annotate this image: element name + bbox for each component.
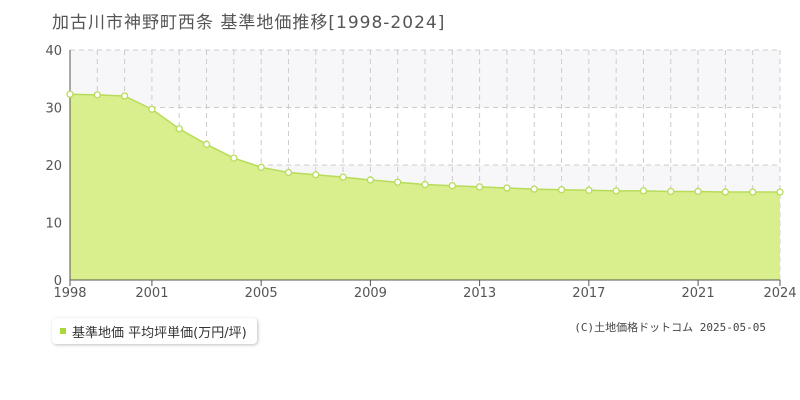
data-point [284, 168, 293, 177]
data-point [721, 188, 730, 196]
chart-title: 加古川市神野町西条 基準地価推移[1998-2024] [52, 13, 446, 33]
data-point [93, 91, 101, 99]
y-tick-label: 20 [45, 159, 62, 174]
data-point [694, 187, 702, 196]
data-point [394, 178, 402, 186]
data-point [639, 187, 648, 195]
chart-legend: 基準地価 平均坪単価(万円/坪) [52, 318, 257, 344]
data-point [202, 140, 211, 148]
data-point [339, 173, 347, 181]
data-point [557, 186, 566, 194]
x-tick-label: 1998 [53, 286, 86, 301]
data-point [448, 182, 456, 190]
y-tick-label: 40 [45, 44, 62, 59]
legend-swatch-icon [60, 328, 66, 334]
y-tick-label: 30 [45, 102, 62, 117]
x-tick-label: 2024 [763, 286, 796, 301]
x-tick-label: 2013 [463, 286, 496, 301]
x-tick-label: 2005 [245, 286, 278, 301]
data-point [503, 184, 511, 192]
data-point [776, 188, 784, 196]
data-point [749, 188, 757, 196]
data-point [257, 163, 265, 171]
chart-axes [69, 50, 781, 286]
data-point [148, 105, 156, 113]
x-tick-label: 2009 [354, 286, 387, 301]
y-tick-label: 10 [45, 217, 62, 232]
data-point [585, 186, 593, 194]
data-point [230, 154, 238, 162]
data-point [175, 125, 183, 133]
x-tick-label: 2021 [682, 286, 715, 301]
y-tick-label: 0 [54, 274, 62, 289]
x-tick-label: 2001 [135, 286, 168, 301]
data-point [475, 183, 484, 191]
copyright-text: (C)土地価格ドットコム 2025-05-05 [574, 321, 766, 334]
x-tick-label: 2017 [572, 286, 605, 301]
chart-data-points [66, 90, 784, 196]
legend-label: 基準地価 平均坪単価(万円/坪) [72, 325, 247, 341]
data-point [120, 92, 129, 100]
data-point [612, 187, 620, 195]
data-point [421, 180, 429, 189]
chart-tick-labels: 0 10 20 30 40 1998 2001 2005 2009 2013 2017 2021 202… [45, 44, 796, 301]
data-point [530, 185, 538, 193]
data-point [312, 171, 320, 179]
data-point [66, 90, 74, 98]
data-point [366, 176, 375, 184]
data-point [667, 187, 675, 196]
